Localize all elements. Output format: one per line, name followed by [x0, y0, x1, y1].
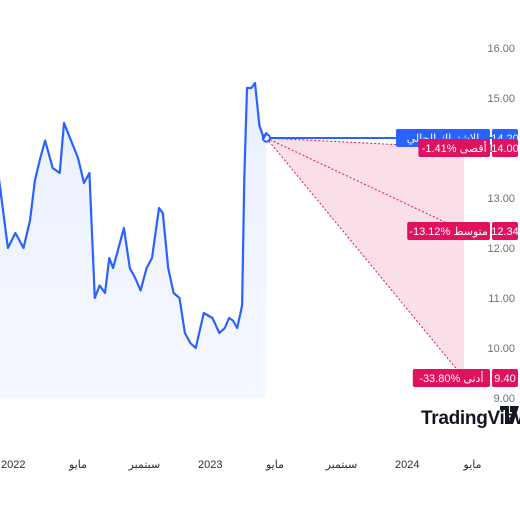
x-axis: 2022 مايو سبتمبر 2023 مايو سبتمبر 2024 مايو: [1, 459, 482, 471]
y-tick-label: 9.00: [494, 393, 515, 405]
price-line-layer: [0, 81, 268, 350]
tradingview-icon: [500, 406, 519, 424]
y-tick-label: 12.00: [487, 243, 515, 255]
price-badge-max: 14.00 -1.41% أقصى: [418, 139, 519, 157]
price-badge-min: 9.40 -33.80% أدنى: [412, 369, 518, 387]
forecast-caption-box: [412, 369, 490, 387]
price-badge-box: [492, 139, 518, 157]
price-badge-value: 9.40: [494, 373, 515, 385]
forecast-caption-text: -33.80% أدنى: [419, 371, 483, 385]
price-badge-avg: 12.34-13.12% متوسط: [407, 222, 519, 240]
y-tick-label: 16.00: [487, 43, 515, 55]
y-tick-label: 10.00: [487, 343, 515, 355]
forecast-caption-box: [418, 139, 490, 157]
x-tick-label: مايو: [463, 459, 482, 471]
area-fill-layer: [0, 83, 267, 398]
tradingview-logo: TradingView: [421, 406, 520, 429]
price-badge-value: 12.34: [491, 226, 519, 238]
tv-icon-bar: [500, 406, 509, 424]
price-badge-box: [492, 222, 518, 240]
forecast-layer: [261, 133, 492, 379]
x-tick-label: 2022: [1, 459, 25, 471]
x-tick-label: مايو: [68, 459, 87, 471]
y-tick-label: 13.00: [487, 193, 515, 205]
price-badge-value: 14.00: [491, 143, 519, 155]
forecast-caption-text: -1.41% أقصى: [422, 141, 487, 155]
price-line: [0, 81, 268, 350]
price-labels-layer: 14.20الاشتراك الحالي14.00-1.41% أقصى12.3…: [396, 129, 519, 387]
forecast-caption-box: [407, 222, 490, 240]
tradingview-wordmark: TradingView: [421, 408, 520, 429]
x-tick-label: سبتمبر: [325, 459, 358, 471]
y-tick-label: 15.00: [487, 93, 515, 105]
x-tick-label: 2024: [395, 459, 419, 471]
y-tick-label: 11.00: [488, 293, 515, 305]
forecast-caption-text: -13.12% متوسط: [409, 226, 488, 238]
tv-icon-slash: [508, 406, 519, 424]
x-tick-label: 2023: [198, 459, 222, 471]
x-tick-label: سبتمبر: [128, 459, 161, 471]
forecast-line-avg: [266, 137, 465, 232]
price-badge-box: [492, 369, 518, 387]
price-area: [0, 83, 267, 398]
x-tick-label: مايو: [265, 459, 284, 471]
